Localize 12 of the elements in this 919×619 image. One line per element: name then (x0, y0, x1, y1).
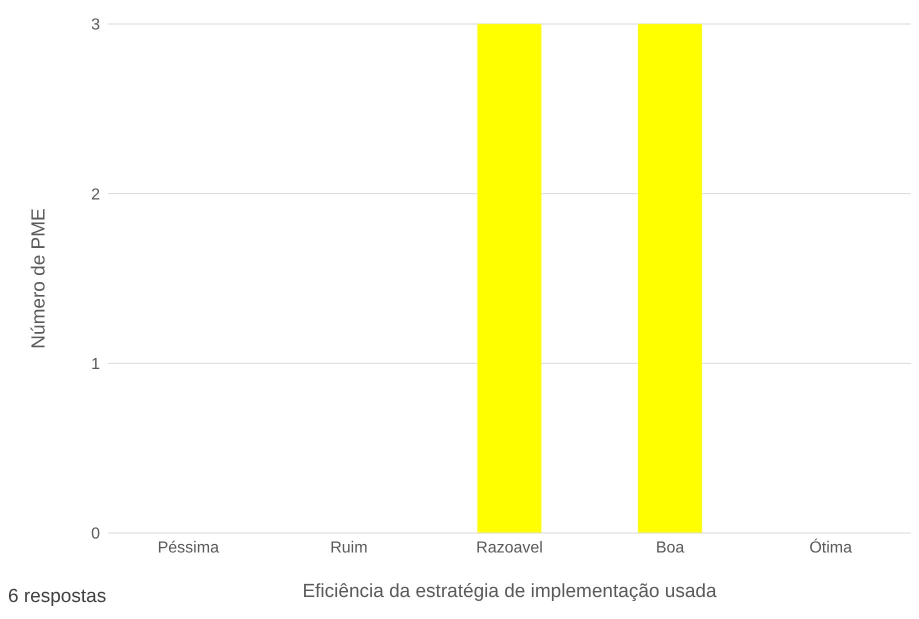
x-tick-label: Razoavel (476, 539, 543, 556)
x-tick-label: Péssima (158, 539, 220, 556)
y-tick-label: 0 (91, 526, 100, 543)
x-tick-label: Boa (656, 539, 684, 556)
x-tick-label: Ruim (330, 539, 368, 556)
x-tick-label: Ótima (809, 538, 852, 556)
x-axis-title: Eficiência da estratégia de implementação usada (302, 581, 717, 602)
y-tick-label: 2 (91, 186, 100, 204)
text: 6 respostas (8, 586, 106, 608)
y-tick-label: 3 (91, 16, 100, 34)
y-axis-title: Número de PME (28, 208, 50, 349)
y-tick-label: 1 (91, 356, 100, 374)
